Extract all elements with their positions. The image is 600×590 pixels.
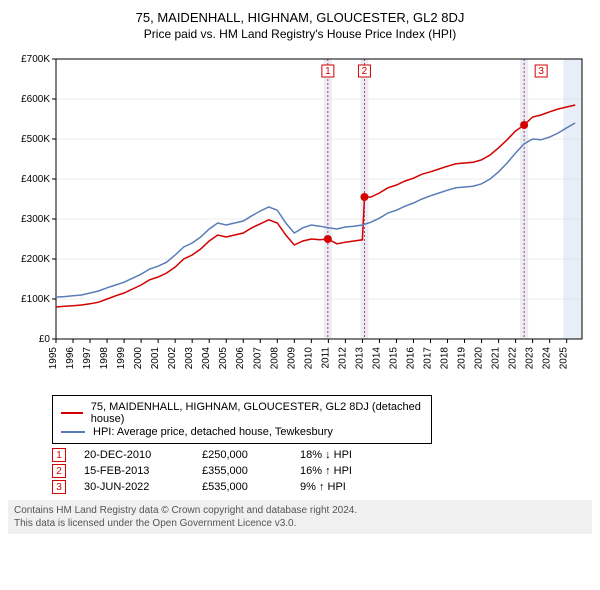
event-price: £250,000	[202, 449, 282, 461]
svg-text:2: 2	[362, 66, 368, 77]
chart-subtitle: Price paid vs. HM Land Registry's House …	[8, 27, 592, 41]
svg-text:1996: 1996	[65, 347, 76, 370]
svg-text:1995: 1995	[48, 347, 59, 370]
footer: Contains HM Land Registry data © Crown c…	[8, 500, 592, 534]
svg-text:1999: 1999	[116, 347, 127, 370]
event-price: £355,000	[202, 465, 282, 477]
event-date: 30-JUN-2022	[84, 481, 184, 493]
event-price: £535,000	[202, 481, 282, 493]
event-row: 3 30-JUN-2022 £535,000 9% ↑ HPI	[52, 480, 592, 494]
svg-text:1: 1	[325, 66, 331, 77]
event-row: 2 15-FEB-2013 £355,000 16% ↑ HPI	[52, 464, 592, 478]
svg-text:£0: £0	[39, 334, 51, 345]
svg-text:1998: 1998	[99, 347, 110, 370]
events-table: 1 20-DEC-2010 £250,000 18% ↓ HPI 2 15-FEB-201…	[52, 448, 592, 494]
legend-label-hpi: HPI: Average price, detached house, Tewk…	[93, 426, 333, 438]
svg-text:2013: 2013	[354, 347, 365, 370]
svg-text:2009: 2009	[286, 347, 297, 370]
event-date: 20-DEC-2010	[84, 449, 184, 461]
footer-line2: This data is licensed under the Open Gov…	[14, 517, 586, 530]
event-marker-icon: 2	[52, 464, 66, 478]
svg-text:2024: 2024	[542, 347, 553, 370]
event-marker-icon: 1	[52, 448, 66, 462]
legend-label-property: 75, MAIDENHALL, HIGHNAM, GLOUCESTER, GL2…	[91, 401, 423, 425]
legend-swatch-property	[61, 412, 83, 414]
svg-text:2010: 2010	[303, 347, 314, 370]
legend-swatch-hpi	[61, 431, 85, 433]
svg-text:2002: 2002	[167, 347, 178, 370]
svg-text:£500K: £500K	[21, 134, 50, 145]
event-date: 15-FEB-2013	[84, 465, 184, 477]
svg-text:£400K: £400K	[21, 174, 50, 185]
svg-text:2022: 2022	[508, 347, 519, 370]
chart-title: 75, MAIDENHALL, HIGHNAM, GLOUCESTER, GL2…	[8, 10, 592, 25]
svg-text:£300K: £300K	[21, 214, 50, 225]
svg-text:£100K: £100K	[21, 294, 50, 305]
svg-text:£200K: £200K	[21, 254, 50, 265]
svg-text:3: 3	[538, 66, 544, 77]
svg-text:2018: 2018	[440, 347, 451, 370]
svg-text:2001: 2001	[150, 347, 161, 370]
svg-text:£600K: £600K	[21, 94, 50, 105]
legend: 75, MAIDENHALL, HIGHNAM, GLOUCESTER, GL2…	[52, 395, 432, 444]
svg-text:2007: 2007	[252, 347, 263, 370]
svg-text:2019: 2019	[457, 347, 468, 370]
svg-text:£700K: £700K	[21, 54, 50, 65]
svg-text:2014: 2014	[371, 347, 382, 370]
svg-text:2017: 2017	[422, 347, 433, 370]
svg-text:2016: 2016	[405, 347, 416, 370]
svg-text:2011: 2011	[320, 347, 331, 369]
chart-area: £0 £100K £200K £300K £400K £500K £600K £700K 199…	[8, 49, 592, 389]
svg-text:2012: 2012	[337, 347, 348, 370]
svg-text:2020: 2020	[474, 347, 485, 370]
event-marker-icon: 3	[52, 480, 66, 494]
svg-text:2008: 2008	[269, 347, 280, 370]
event-row: 1 20-DEC-2010 £250,000 18% ↓ HPI	[52, 448, 592, 462]
svg-text:2023: 2023	[525, 347, 536, 370]
chart-svg: £0 £100K £200K £300K £400K £500K £600K £700K 199…	[8, 49, 592, 389]
legend-row-property: 75, MAIDENHALL, HIGHNAM, GLOUCESTER, GL2…	[61, 401, 423, 425]
svg-text:1997: 1997	[82, 347, 93, 370]
event-delta: 18% ↓ HPI	[300, 449, 380, 461]
event-delta: 16% ↑ HPI	[300, 465, 380, 477]
svg-text:2003: 2003	[184, 347, 195, 370]
legend-row-hpi: HPI: Average price, detached house, Tewk…	[61, 426, 423, 438]
svg-text:2025: 2025	[559, 347, 570, 370]
svg-text:2000: 2000	[133, 347, 144, 370]
svg-text:2005: 2005	[218, 347, 229, 370]
svg-text:2015: 2015	[388, 347, 399, 370]
svg-text:2006: 2006	[235, 347, 246, 370]
svg-text:2004: 2004	[201, 347, 212, 370]
svg-text:2021: 2021	[491, 347, 502, 370]
event-delta: 9% ↑ HPI	[300, 481, 380, 493]
footer-line1: Contains HM Land Registry data © Crown c…	[14, 504, 586, 517]
